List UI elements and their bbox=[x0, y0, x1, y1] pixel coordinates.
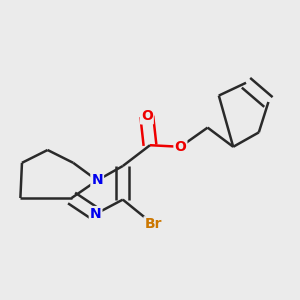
Text: N: N bbox=[92, 173, 103, 188]
Text: O: O bbox=[175, 140, 186, 154]
Text: O: O bbox=[141, 110, 153, 123]
Text: Br: Br bbox=[145, 217, 162, 231]
Text: N: N bbox=[90, 207, 101, 221]
